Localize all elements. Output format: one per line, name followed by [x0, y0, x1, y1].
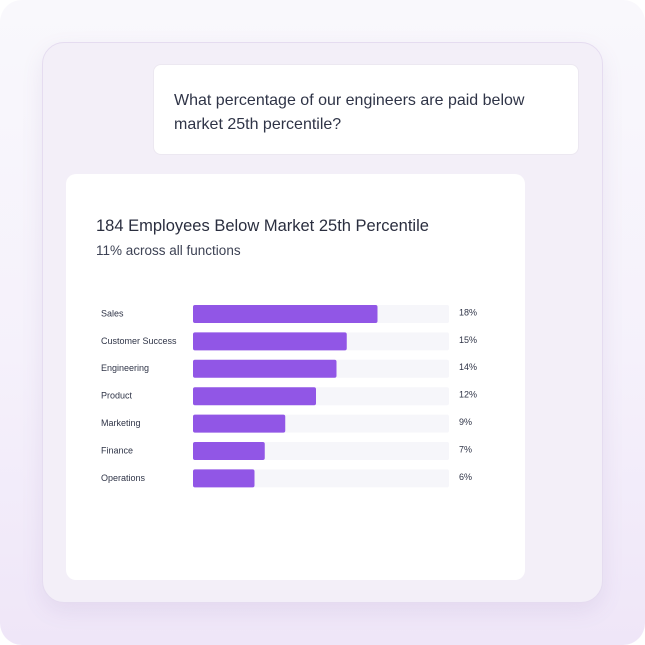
- value-label-customer-success: 15%: [459, 335, 477, 345]
- category-label-marketing: Marketing: [101, 418, 141, 428]
- bar-operations: [193, 469, 255, 488]
- value-label-sales: 18%: [459, 307, 477, 317]
- bar-customer-success: [193, 332, 347, 351]
- bar-engineering: [193, 359, 337, 378]
- bar-track-operations: [193, 469, 449, 488]
- bar-product: [193, 387, 316, 406]
- chart-subtitle: 11% across all functions: [96, 243, 241, 258]
- bar-sales: [193, 305, 378, 323]
- bar-marketing: [193, 414, 286, 433]
- value-label-product: 12%: [459, 390, 477, 400]
- category-label-sales: Sales: [101, 308, 124, 318]
- value-label-engineering: 14%: [459, 362, 477, 372]
- category-label-operations: Operations: [101, 473, 146, 483]
- bar-finance: [193, 442, 265, 460]
- value-label-marketing: 9%: [459, 417, 472, 427]
- question-bubble: What percentage of our engineers are pai…: [153, 64, 579, 155]
- question-text: What percentage of our engineers are pai…: [174, 92, 525, 133]
- chart-title: 184 Employees Below Market 25th Percenti…: [96, 217, 429, 235]
- category-label-finance: Finance: [101, 445, 133, 455]
- bar-chart: Sales 18% Customer Success 15% Engineering 14…: [101, 305, 477, 488]
- category-label-product: Product: [101, 391, 133, 401]
- value-label-finance: 7%: [459, 444, 472, 454]
- chart-card: 184 Employees Below Market 25th Percenti…: [66, 174, 525, 580]
- value-label-operations: 6%: [459, 472, 472, 482]
- category-label-engineering: Engineering: [101, 363, 149, 373]
- category-label-customer-success: Customer Success: [101, 336, 177, 346]
